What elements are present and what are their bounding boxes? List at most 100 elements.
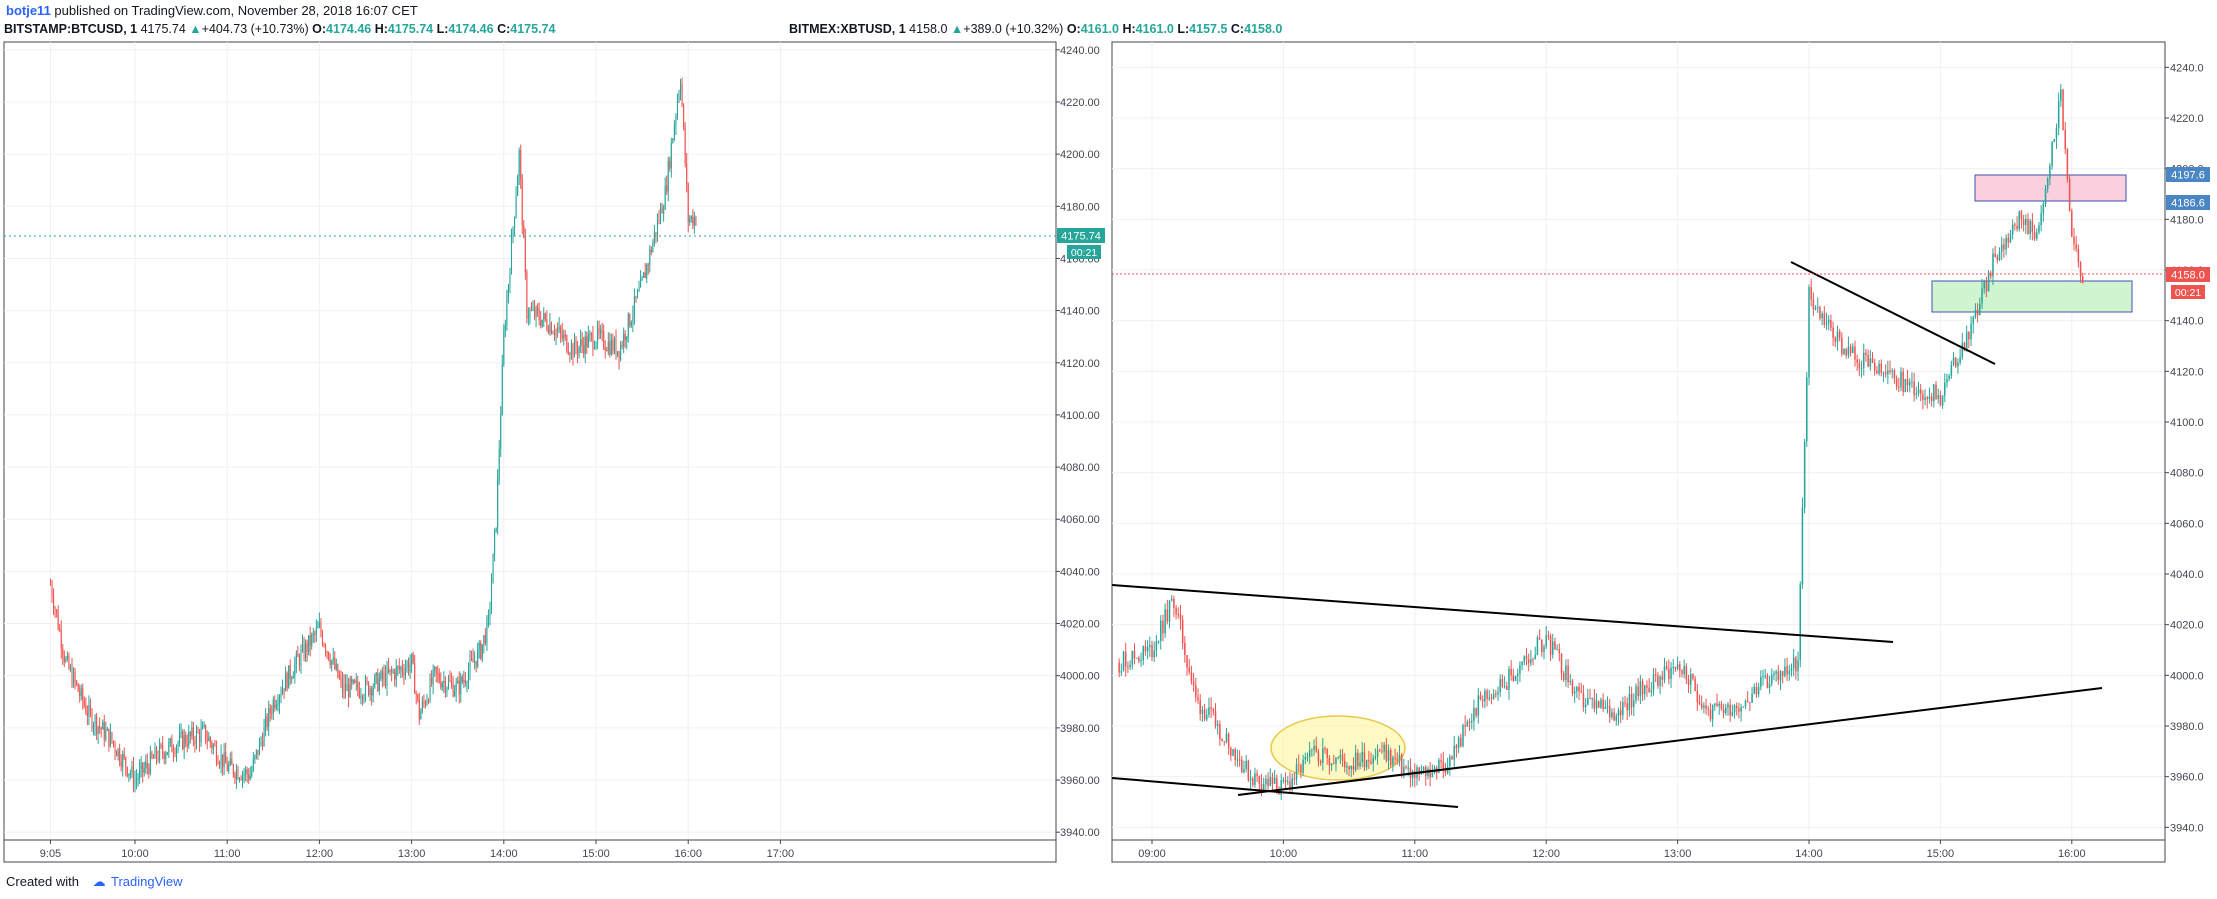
resistance-zone[interactable]	[1974, 174, 2127, 202]
y-tick-label: 4120.00	[1060, 358, 1100, 370]
x-tick-label: 11:00	[1401, 848, 1428, 860]
candle-body	[298, 656, 300, 666]
author-link[interactable]: botje11	[6, 3, 51, 18]
candle-body	[1792, 657, 1795, 669]
candle-body	[183, 735, 185, 750]
candle-body	[606, 350, 608, 352]
candle-body	[1976, 309, 1979, 316]
candle-body	[1700, 703, 1703, 708]
candle-body	[1479, 695, 1482, 700]
candle-body	[449, 680, 451, 682]
high-value: 4161.0	[1135, 22, 1174, 36]
left-plot-area[interactable]	[3, 41, 1057, 863]
candle-body	[388, 667, 390, 673]
x-tick-label: 11:00	[214, 848, 241, 860]
candle-body	[635, 296, 637, 298]
candle-body	[348, 684, 350, 698]
candle-body	[593, 347, 596, 349]
candle-body	[584, 336, 586, 354]
candle-body	[1624, 702, 1626, 704]
candle-body	[1195, 685, 1197, 698]
candle-body	[1219, 724, 1221, 740]
candle-body	[1468, 721, 1471, 723]
candle-body	[1771, 675, 1773, 684]
candle-body	[1834, 337, 1837, 342]
candle-body	[1869, 358, 1872, 367]
candle-body	[541, 319, 543, 327]
candle-body	[1928, 396, 1931, 400]
candle-body	[474, 660, 476, 663]
candle-body	[1963, 342, 1966, 351]
candle-body	[478, 642, 480, 650]
candle-body	[337, 664, 339, 678]
candle-body	[546, 319, 548, 329]
candle-body	[613, 338, 615, 352]
candle-body	[1372, 758, 1374, 764]
symbol-label[interactable]: BITMEX:XBTUSD, 1	[789, 22, 906, 36]
y-tick-label: 3980.00	[1060, 723, 1100, 735]
candle-body	[168, 742, 170, 753]
candle-body	[1273, 777, 1276, 784]
candle-body	[1930, 396, 1933, 402]
candle-body	[249, 775, 251, 780]
candle-body	[411, 653, 413, 665]
candle-body	[477, 649, 479, 667]
candle-body	[458, 680, 460, 695]
candle-body	[243, 773, 245, 775]
candle-body	[1214, 711, 1217, 726]
candle-body	[1950, 364, 1953, 376]
candle-body	[494, 530, 496, 554]
candle-body	[332, 657, 334, 661]
candle-body	[492, 553, 494, 584]
candle-body	[1460, 737, 1462, 747]
lower-trendline[interactable]	[1111, 777, 1459, 808]
zone-high-tag-text: 4197.6	[2171, 170, 2205, 182]
candle-body	[532, 308, 534, 310]
candle-body	[109, 732, 111, 747]
symbol-label[interactable]: BITSTAMP:BTCUSD, 1	[4, 22, 138, 36]
candle-body	[632, 315, 634, 323]
candle-body	[200, 728, 202, 743]
candle-body	[1937, 395, 1939, 399]
candle-body	[346, 684, 348, 691]
candle-body	[1668, 669, 1670, 680]
candle-body	[1429, 768, 1431, 778]
candle-body	[1400, 754, 1403, 774]
candle-body	[1707, 708, 1710, 710]
tradingview-link[interactable]: TradingView	[111, 874, 183, 889]
support-zone[interactable]	[1931, 280, 2133, 313]
candle-body	[1871, 358, 1874, 363]
candle-body	[652, 242, 654, 253]
candle-body	[246, 769, 248, 775]
candle-body	[375, 672, 377, 676]
candle-body	[392, 671, 394, 673]
candle-body	[389, 669, 391, 673]
candle-body	[79, 691, 81, 696]
upper-trendline[interactable]	[1111, 584, 1894, 643]
candle-body	[1687, 679, 1690, 685]
candle-body	[137, 778, 139, 780]
candle-body	[1781, 671, 1784, 677]
candle-body	[252, 759, 254, 771]
descending-trendline[interactable]	[1790, 261, 1996, 365]
candle-body	[2031, 220, 2034, 233]
candle-body	[409, 664, 411, 672]
candle-body	[89, 705, 91, 712]
right-plot-area[interactable]	[1111, 41, 2166, 863]
rising-support-trendline[interactable]	[1237, 687, 2103, 796]
candle-body	[1133, 651, 1136, 659]
candle-body	[301, 643, 304, 651]
candle-body	[504, 325, 506, 332]
y-tick-label: 4220.0	[2170, 113, 2204, 125]
candle-body	[2020, 211, 2023, 220]
candle-body	[1477, 695, 1480, 716]
up-arrow-icon: ▲	[950, 22, 964, 36]
tradingview-logo-icon: ☁	[92, 874, 106, 889]
candle-body	[175, 746, 178, 755]
candle-body	[444, 680, 446, 693]
candle-body	[1595, 701, 1598, 709]
candle-body	[203, 724, 205, 727]
candle-body	[285, 673, 287, 692]
candle-body	[1654, 674, 1657, 676]
